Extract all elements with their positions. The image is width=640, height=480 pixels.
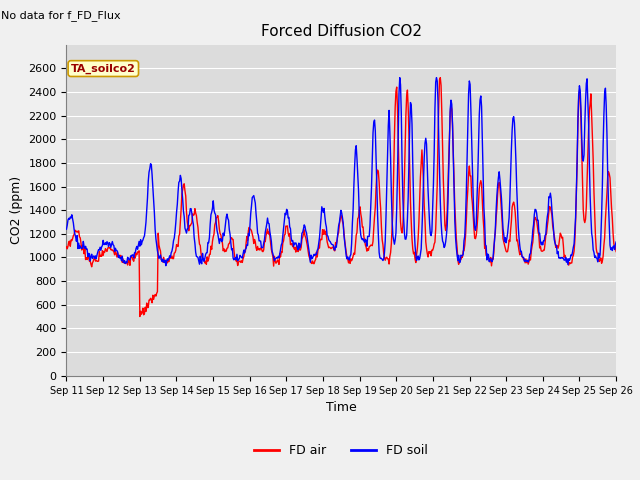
X-axis label: Time: Time	[326, 401, 356, 414]
Title: Forced Diffusion CO2: Forced Diffusion CO2	[260, 24, 422, 39]
Text: TA_soilco2: TA_soilco2	[71, 63, 136, 74]
Text: No data for f_FD_Flux: No data for f_FD_Flux	[1, 10, 120, 21]
Legend: FD air, FD soil: FD air, FD soil	[250, 439, 433, 462]
Y-axis label: CO2 (ppm): CO2 (ppm)	[10, 176, 23, 244]
